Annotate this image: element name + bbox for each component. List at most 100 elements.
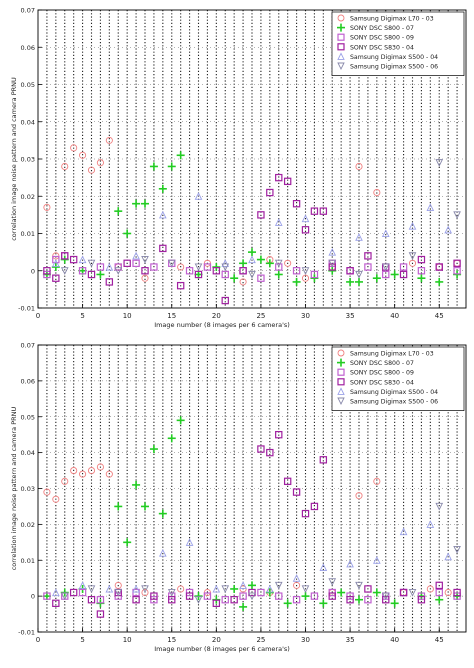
data-point: [221, 596, 229, 604]
data-point: [399, 270, 408, 279]
data-point: [310, 502, 319, 511]
data-point: [274, 270, 283, 279]
data-point: [96, 596, 105, 604]
data-point: [381, 592, 390, 601]
data-point: [105, 584, 114, 593]
data-point: [203, 592, 212, 600]
x-tick-label: 30: [301, 312, 310, 320]
data-point: [408, 252, 417, 260]
data-point: [328, 248, 337, 256]
y-tick-label: 0.07: [21, 342, 35, 350]
data-point: [87, 467, 96, 475]
data-point: [78, 581, 87, 589]
data-point: [141, 199, 149, 208]
data-point: [87, 585, 96, 594]
series-2: [42, 416, 462, 611]
data-point: [114, 267, 123, 275]
data-point: [319, 599, 328, 608]
data-point: [105, 278, 114, 286]
chart-1: 0 5 10 15 20 25 30 35 40 45-0.0100.010.020.030.04…: [10, 7, 467, 329]
data-point: [141, 274, 149, 282]
data-point: [78, 267, 87, 275]
x-tick-label: 5: [80, 636, 84, 644]
data-point: [43, 488, 51, 496]
x-tick-label: 20: [212, 636, 221, 644]
data-point: [426, 585, 434, 593]
y-axis-label: correlation image noise pattern and came…: [10, 77, 18, 241]
data-point: [435, 159, 444, 167]
data-point: [453, 211, 461, 219]
data-point: [292, 267, 301, 275]
data-point: [230, 274, 239, 283]
data-point: [212, 599, 221, 608]
data-point: [60, 255, 69, 264]
data-point: [79, 470, 87, 478]
legend-label: SONY DSC S800 - 07: [350, 25, 414, 32]
data-point: [266, 188, 274, 197]
data-point: [141, 502, 149, 511]
y-tick-label: 0.03: [21, 156, 35, 164]
data-point: [399, 588, 408, 597]
data-point: [52, 252, 60, 260]
data-point: [239, 267, 247, 275]
data-point: [426, 203, 435, 211]
data-point: [52, 599, 60, 608]
data-point: [373, 477, 381, 485]
data-point: [87, 259, 96, 268]
series-6: [60, 159, 461, 279]
data-point: [52, 495, 60, 503]
data-point: [78, 255, 87, 264]
data-point: [266, 584, 274, 593]
data-point: [132, 480, 141, 489]
data-point: [150, 592, 158, 600]
data-point: [328, 263, 336, 271]
data-point: [382, 270, 390, 279]
data-point: [43, 270, 51, 279]
data-point: [417, 255, 426, 264]
data-point: [132, 259, 140, 268]
legend-marker: [337, 349, 345, 357]
data-point: [435, 263, 443, 271]
data-point: [257, 211, 265, 219]
data-point: [141, 585, 149, 594]
data-point: [239, 585, 247, 593]
data-point: [265, 259, 274, 268]
data-point: [310, 592, 319, 600]
data-point: [399, 527, 408, 536]
data-point: [61, 162, 69, 170]
data-point: [203, 263, 212, 271]
data-point: [274, 581, 283, 590]
y-tick-label: 0.03: [21, 485, 35, 493]
data-point: [159, 548, 167, 557]
series-5: [52, 192, 452, 271]
series-1: [43, 136, 461, 286]
legend-label: Samsung Digimax S500 - 06: [350, 64, 438, 71]
data-point: [292, 277, 301, 286]
data-point: [328, 578, 337, 586]
data-point: [141, 267, 149, 275]
data-point: [328, 592, 336, 600]
y-tick-label: 0.02: [21, 521, 35, 529]
x-tick-label: 25: [256, 636, 265, 644]
legend-marker: [337, 43, 345, 51]
data-point: [176, 416, 185, 425]
data-point: [275, 592, 283, 600]
data-point: [283, 477, 292, 486]
data-point: [355, 233, 363, 241]
data-point: [132, 588, 140, 597]
data-point: [96, 159, 104, 167]
data-point: [265, 588, 274, 597]
x-tick-label: 40: [390, 312, 399, 320]
data-point: [453, 267, 461, 275]
data-point: [239, 592, 247, 600]
data-point: [346, 267, 354, 275]
y-tick-label: -0.01: [18, 305, 35, 313]
x-tick-label: 10: [123, 636, 132, 644]
x-tick-label: 20: [212, 312, 221, 320]
data-point: [274, 218, 283, 226]
data-point: [301, 214, 310, 223]
data-point: [239, 278, 247, 286]
data-point: [248, 255, 256, 264]
series-4: [52, 430, 461, 618]
data-point: [69, 255, 78, 264]
